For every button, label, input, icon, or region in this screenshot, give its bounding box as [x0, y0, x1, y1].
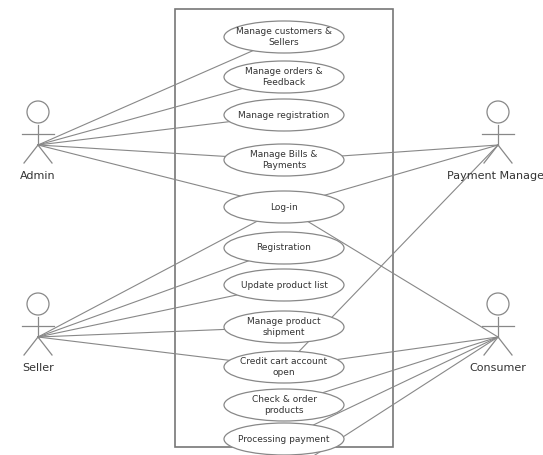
- Ellipse shape: [224, 191, 344, 223]
- Text: Processing payment: Processing payment: [238, 435, 330, 444]
- Text: Manage customers &
Sellers: Manage customers & Sellers: [236, 27, 332, 47]
- Ellipse shape: [224, 61, 344, 93]
- Ellipse shape: [224, 389, 344, 421]
- Text: Manage orders &
Feedback: Manage orders & Feedback: [245, 67, 323, 87]
- Text: Registration: Registration: [256, 243, 312, 253]
- Text: Consumer: Consumer: [470, 363, 526, 373]
- Ellipse shape: [224, 99, 344, 131]
- Text: Manage Bills &
Payments: Manage Bills & Payments: [250, 150, 318, 170]
- Text: Log-in: Log-in: [270, 202, 298, 212]
- Text: Payment Manager: Payment Manager: [447, 171, 543, 181]
- Ellipse shape: [224, 21, 344, 53]
- Text: Admin: Admin: [20, 171, 56, 181]
- Text: Manage product
shipment: Manage product shipment: [247, 317, 321, 337]
- Ellipse shape: [224, 232, 344, 264]
- Ellipse shape: [224, 423, 344, 455]
- Ellipse shape: [224, 351, 344, 383]
- Bar: [175, 9, 393, 447]
- Text: Check & order
products: Check & order products: [251, 395, 317, 415]
- Text: Update product list: Update product list: [241, 280, 327, 289]
- Ellipse shape: [224, 311, 344, 343]
- Text: Manage registration: Manage registration: [238, 111, 330, 120]
- Text: Credit cart account
open: Credit cart account open: [241, 357, 327, 377]
- Ellipse shape: [224, 269, 344, 301]
- Ellipse shape: [224, 144, 344, 176]
- Text: Seller: Seller: [22, 363, 54, 373]
